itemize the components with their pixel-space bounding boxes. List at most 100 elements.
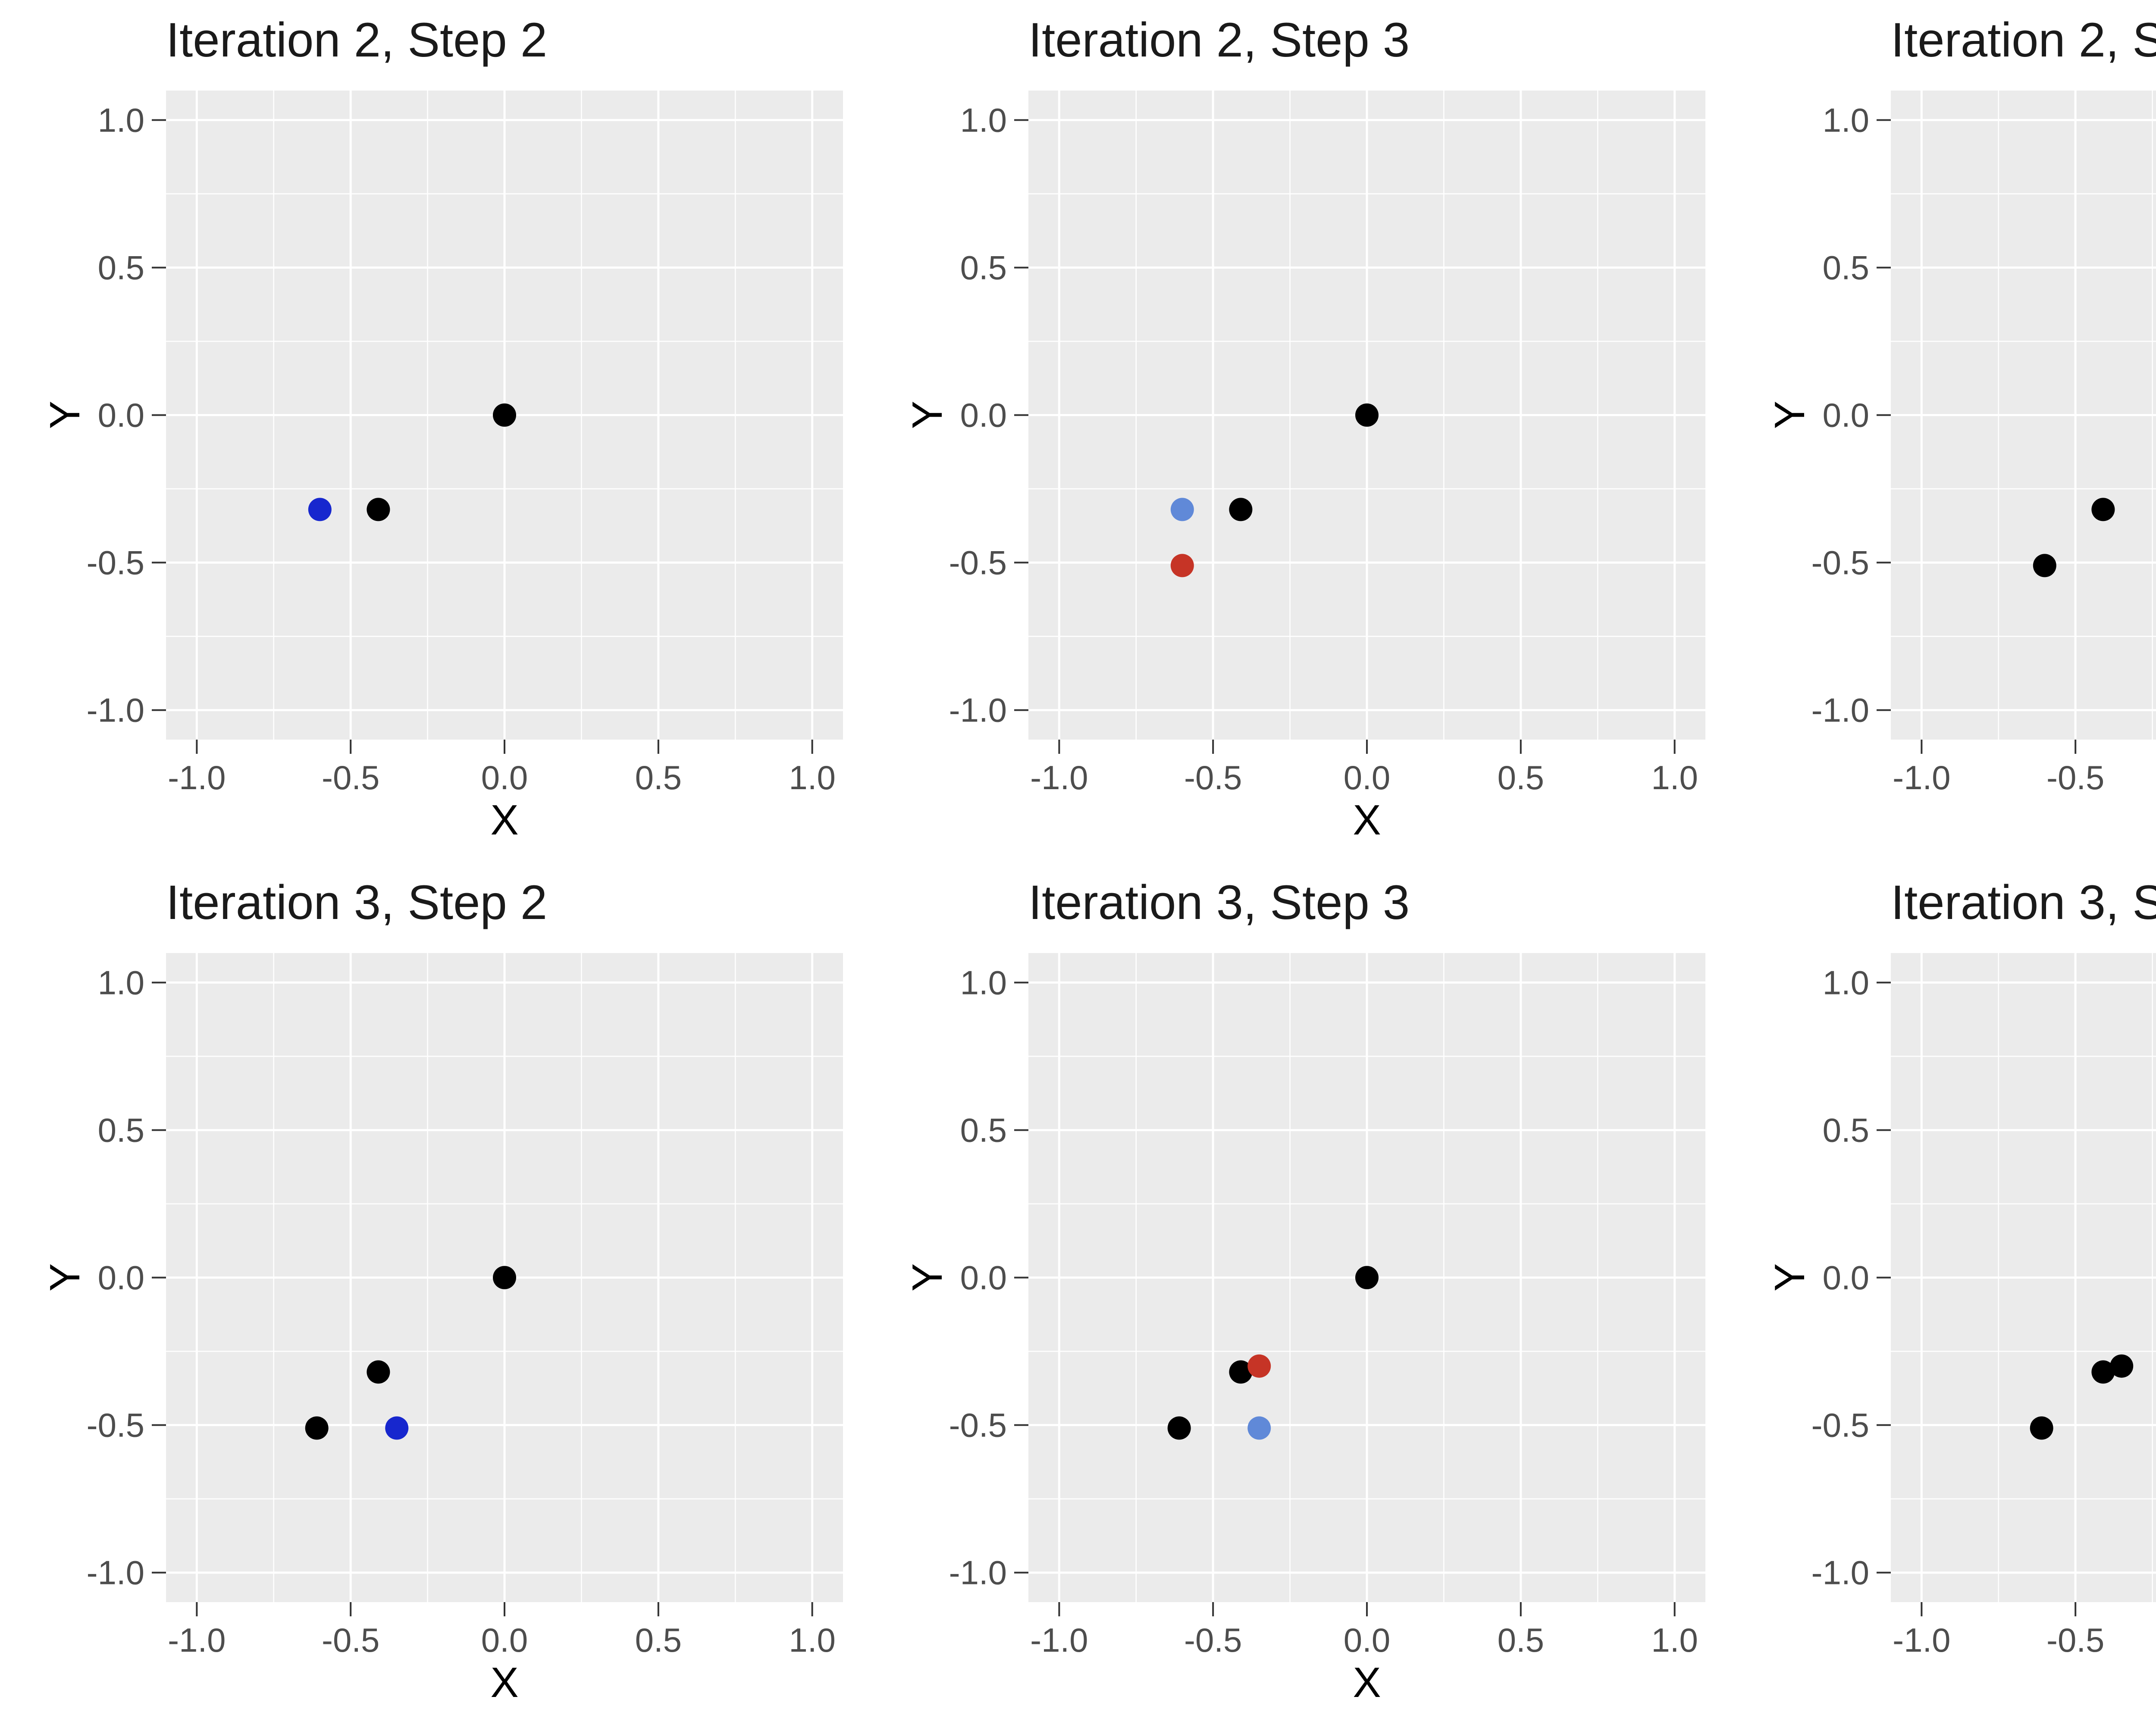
x-tick-label: 0.0: [481, 1621, 528, 1659]
y-tick-label: -1.0: [87, 691, 144, 729]
y-tick-label: 1.0: [1823, 963, 1869, 1001]
data-point-black: [367, 1360, 390, 1384]
x-axis-title: X: [490, 1659, 519, 1706]
data-point-red: [1247, 1354, 1271, 1378]
data-point-black: [2091, 498, 2115, 521]
x-tick-label: 1.0: [789, 1621, 835, 1659]
x-tick-label: -1.0: [1893, 759, 1950, 797]
data-point-lightblue: [1170, 498, 1194, 521]
y-tick-label: -0.5: [1811, 1406, 1869, 1444]
y-tick-label: 0.0: [98, 1259, 144, 1297]
y-tick-label: -0.5: [87, 544, 144, 582]
y-axis-title: Y: [903, 401, 951, 429]
panel-title: Iteration 2, Step 4 & 5: [1891, 13, 2156, 67]
y-tick-label: 0.5: [1823, 248, 1869, 286]
x-tick-label: -0.5: [322, 1621, 379, 1659]
x-axis-title: X: [490, 796, 519, 844]
y-tick-label: -1.0: [1811, 1554, 1869, 1592]
y-tick-label: 0.0: [960, 396, 1007, 434]
x-tick-label: 0.0: [1344, 1621, 1390, 1659]
x-tick-label: 0.5: [635, 1621, 682, 1659]
panel-title: Iteration 3, Step 3: [1028, 875, 1410, 929]
y-tick-label: 0.0: [960, 1259, 1007, 1297]
x-tick-label: -1.0: [168, 1621, 226, 1659]
data-point-black: [493, 1266, 516, 1289]
data-point-black: [1355, 403, 1379, 427]
y-tick-label: 1.0: [98, 101, 144, 139]
panel-title: Iteration 3, Step 4 & 5: [1891, 875, 2156, 929]
y-axis-title: Y: [903, 1263, 951, 1292]
x-tick-label: 0.0: [1344, 759, 1390, 797]
x-tick-label: 0.0: [481, 759, 528, 797]
y-tick-label: 0.5: [960, 1111, 1007, 1149]
data-point-blue: [308, 498, 332, 521]
y-tick-label: 0.0: [1823, 1259, 1869, 1297]
y-tick-label: 0.5: [98, 1111, 144, 1149]
x-tick-label: -1.0: [1893, 1621, 1950, 1659]
x-tick-label: -1.0: [1030, 759, 1088, 797]
y-tick-label: -1.0: [949, 1554, 1007, 1592]
panel-iteration-2-step-4-5: Iteration 2, Step 4 & 5 -1.0 -0.5 0.0 0.5 1.…: [1725, 0, 2156, 862]
data-point-black: [2030, 1416, 2053, 1440]
y-tick-label: 1.0: [98, 963, 144, 1001]
scatter-plot: -1.0 -0.5 0.0 0.5 1.0 -1.0 -0.5 0.0 0.5 1.0: [949, 91, 1705, 797]
panel-title: Iteration 3, Step 2: [166, 875, 548, 929]
y-tick-label: 0.0: [1823, 396, 1869, 434]
data-point-black: [1229, 1360, 1253, 1384]
y-tick-label: -1.0: [949, 691, 1007, 729]
x-tick-label: -0.5: [1184, 1621, 1242, 1659]
data-point-black: [1229, 498, 1253, 521]
y-tick-label: 0.5: [1823, 1111, 1869, 1149]
y-tick-label: 1.0: [960, 963, 1007, 1001]
y-tick-label: -0.5: [949, 544, 1007, 582]
y-tick-label: -0.5: [949, 1406, 1007, 1444]
data-point-red: [1170, 554, 1194, 577]
data-point-black: [2033, 554, 2056, 577]
y-tick-label: 0.5: [960, 248, 1007, 286]
panel-title: Iteration 2, Step 2: [166, 13, 548, 67]
data-point-lightblue: [1247, 1416, 1271, 1440]
scatter-plot: -1.0 -0.5 0.0 0.5 1.0 -1.0 -0.5 0.0 0.5 1.0: [949, 953, 1705, 1659]
x-tick-label: 0.5: [1498, 759, 1544, 797]
panel-iteration-3-step-3: Iteration 3, Step 3 -1.0 -0.5 0.0 0.5 1.0 -1.…: [862, 862, 1725, 1725]
y-axis-title: Y: [1766, 1263, 1813, 1292]
panel-iteration-2-step-2: Iteration 2, Step 2 -1.0 -0.5 0.0 0.5 1.0 -1.…: [0, 0, 862, 862]
x-tick-label: 1.0: [1651, 1621, 1698, 1659]
y-tick-label: -1.0: [1811, 691, 1869, 729]
x-axis-title: X: [1353, 1659, 1381, 1706]
y-tick-label: 0.5: [98, 248, 144, 286]
y-axis-title: Y: [1766, 401, 1813, 429]
data-point-black: [1167, 1416, 1191, 1440]
y-tick-label: 1.0: [1823, 101, 1869, 139]
y-tick-label: -0.5: [1811, 544, 1869, 582]
data-point-black: [2091, 1360, 2115, 1384]
x-axis-title: X: [1891, 1658, 2156, 1707]
scatter-plot: -1.0-0.50.00.51.0-1.0-0.50.00.51.0: [1811, 953, 2156, 1659]
data-point-black: [367, 498, 390, 521]
panel-iteration-3-step-2: Iteration 3, Step 2 -1.0 -0.5 0.0 0.5 1.0 -1.…: [0, 862, 862, 1725]
data-point-black: [2110, 1354, 2134, 1378]
y-tick-label: 0.0: [98, 396, 144, 434]
x-tick-label: 1.0: [1651, 759, 1698, 797]
x-axis-title: X: [1353, 796, 1381, 844]
x-tick-label: -1.0: [1030, 1621, 1088, 1659]
y-axis-title: Y: [41, 1263, 88, 1292]
x-axis-title: X: [1891, 796, 2156, 844]
y-tick-label: 1.0: [960, 101, 1007, 139]
panel-iteration-2-step-3: Iteration 2, Step 3 -1.0 -0.5 0.0 0.5 1.0 -1.…: [862, 0, 1725, 862]
x-tick-label: -0.5: [2046, 1621, 2104, 1659]
data-point-blue: [385, 1416, 409, 1440]
panel-iteration-3-step-4-5: Iteration 3, Step 4 & 5 -1.0 -0.5 0.0 0.5 1.…: [1725, 862, 2156, 1725]
x-tick-label: -1.0: [168, 759, 226, 797]
y-axis-title: Y: [41, 401, 88, 429]
data-point-black: [1355, 1266, 1379, 1289]
x-tick-label: 0.5: [1498, 1621, 1544, 1659]
panel-title: Iteration 2, Step 3: [1028, 13, 1410, 67]
data-point-black: [493, 403, 516, 427]
x-tick-label: -0.5: [1184, 759, 1242, 797]
x-tick-label: 1.0: [789, 759, 835, 797]
y-tick-label: -1.0: [87, 1554, 144, 1592]
